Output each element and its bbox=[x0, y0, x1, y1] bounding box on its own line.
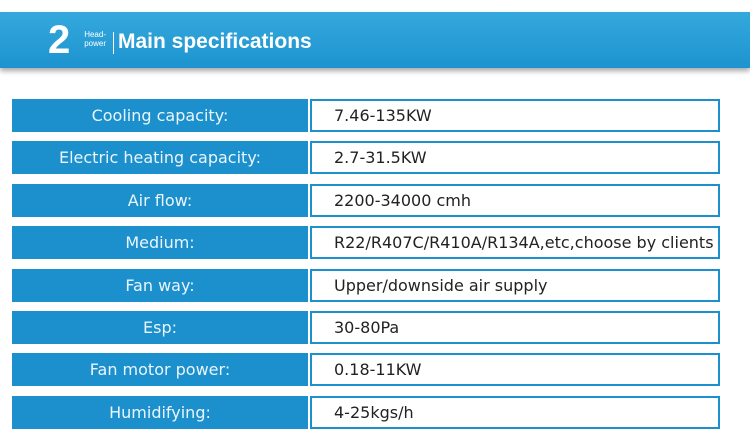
spec-label: Electric heating capacity: bbox=[12, 141, 308, 175]
spec-value: R22/R407C/R410A/R134A,etc,choose by clie… bbox=[310, 226, 720, 260]
spec-row: Air flow: 2200-34000 cmh bbox=[12, 183, 720, 217]
spec-value: 2200-34000 cmh bbox=[310, 183, 720, 217]
spec-row: Fan way: Upper/downside air supply bbox=[12, 268, 720, 302]
spec-value: 7.46-135KW bbox=[310, 99, 720, 132]
spec-label: Fan way: bbox=[12, 268, 308, 302]
spec-label: Cooling capacity: bbox=[12, 99, 308, 132]
spec-value: 4-25kgs/h bbox=[310, 395, 720, 429]
spec-label: Fan motor power: bbox=[12, 353, 308, 387]
section-tag: Head- power bbox=[76, 30, 106, 48]
header-title: Main specifications bbox=[118, 30, 312, 53]
spec-value: 30-80Pa bbox=[310, 311, 720, 344]
separator bbox=[113, 32, 114, 54]
spec-row: Fan motor power: 0.18-11KW bbox=[12, 353, 720, 387]
header-bar: 2 Head- power Main specifications bbox=[0, 12, 750, 68]
spec-value: 2.7-31.5KW bbox=[310, 141, 720, 175]
tag-line: power bbox=[84, 39, 106, 48]
spec-label: Air flow: bbox=[12, 183, 308, 217]
spec-value: Upper/downside air supply bbox=[310, 268, 720, 302]
spec-label: Humidifying: bbox=[12, 395, 308, 429]
spec-row: Medium: R22/R407C/R410A/R134A,etc,choose … bbox=[12, 226, 720, 260]
spec-row: Cooling capacity: 7.46-135KW bbox=[12, 99, 720, 132]
spec-row: Electric heating capacity: 2.7-31.5KW bbox=[12, 141, 720, 175]
tag-line: Head- bbox=[84, 30, 106, 39]
spec-value: 0.18-11KW bbox=[310, 353, 720, 387]
spec-label: Medium: bbox=[12, 226, 308, 260]
spec-label: Esp: bbox=[12, 311, 308, 344]
section-number: 2 bbox=[48, 18, 71, 62]
spec-row: Humidifying: 4-25kgs/h bbox=[12, 395, 720, 429]
spec-row: Esp: 30-80Pa bbox=[12, 311, 720, 344]
